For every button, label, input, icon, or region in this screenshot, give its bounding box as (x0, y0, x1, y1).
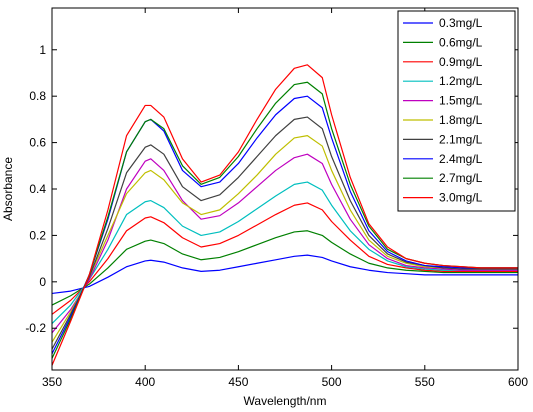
y-tick-label: 0 (39, 275, 46, 289)
legend-label-3: 0.9mg/L (439, 55, 483, 69)
x-axis-label: Wavelength/nm (244, 394, 327, 408)
x-tick-label: 400 (135, 375, 155, 389)
series-line-4 (51, 181, 518, 325)
legend-label-9: 2.7mg/L (439, 171, 483, 185)
legend-label-10: 3.0mg/L (439, 191, 483, 205)
legend-label-2: 0.6mg/L (439, 35, 483, 49)
legend-label-4: 1.2mg/L (439, 74, 483, 88)
y-tick-label: 0.4 (29, 182, 46, 196)
y-axis-label: Absorbance (1, 157, 15, 221)
series-line-5 (51, 153, 518, 334)
y-tick-label: 0.8 (29, 89, 46, 103)
series-layer (51, 64, 518, 366)
legend-label-7: 2.1mg/L (439, 132, 483, 146)
y-tick-label: 0.6 (29, 136, 46, 150)
series-line-2 (51, 230, 518, 306)
legend-label-1: 0.3mg/L (439, 16, 483, 30)
x-tick-label: 350 (42, 375, 62, 389)
x-tick-label: 450 (228, 375, 248, 389)
series-line-3 (51, 202, 518, 315)
x-tick-label: 600 (508, 375, 528, 389)
y-tick-label: -0.2 (25, 321, 46, 335)
x-tick-label: 500 (322, 375, 342, 389)
legend-label-6: 1.8mg/L (439, 113, 483, 127)
tick-layer: 350 400 450 500 550 600 -0.2 0 0.2 0.4 0.6 0.8 1 (25, 8, 528, 389)
series-line-10 (51, 64, 518, 366)
legend: 0.3mg/L 0.6mg/L 0.9mg/L 1.2mg/L 1.5mg/L 1.8mg… (397, 10, 516, 212)
series-line-1 (51, 254, 518, 295)
legend-label-5: 1.5mg/L (439, 94, 483, 108)
y-tick-label: 1 (39, 43, 46, 57)
label-layer: Wavelength/nm Absorbance (1, 157, 326, 408)
x-tick-label: 550 (415, 375, 435, 389)
legend-label-8: 2.4mg/L (439, 152, 483, 166)
y-tick-label: 0.2 (29, 228, 46, 242)
